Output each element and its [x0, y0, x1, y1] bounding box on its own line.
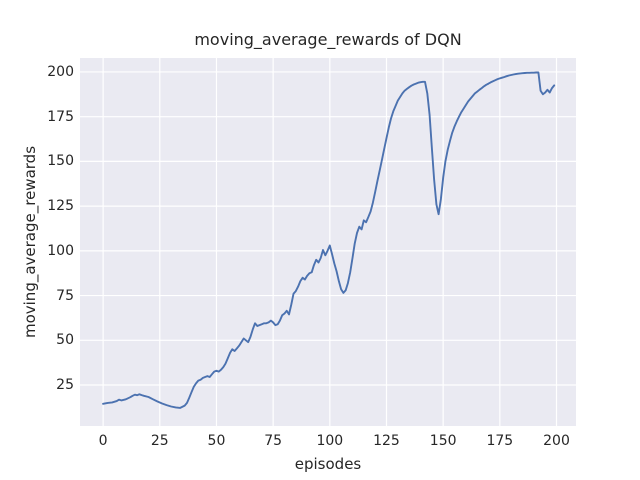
- x-tick-label: 0: [98, 433, 108, 449]
- y-tick-label: 25: [56, 377, 74, 394]
- y-tick-label: 150: [47, 153, 74, 170]
- plot-area: [80, 58, 576, 426]
- y-tick-label: 100: [47, 242, 74, 259]
- x-tick-label: 125: [373, 433, 400, 449]
- y-tick-label: 125: [47, 198, 74, 215]
- x-tick-label: 200: [543, 433, 570, 449]
- y-tick-label: 200: [47, 63, 74, 80]
- y-axis-label: moving_average_rewards: [21, 145, 39, 339]
- x-tick-label: 75: [264, 433, 283, 449]
- x-axis-label: episodes: [294, 455, 362, 473]
- y-tick-label: 50: [56, 332, 74, 349]
- y-tick-label: 175: [47, 108, 74, 125]
- x-tick-label: 100: [316, 433, 344, 449]
- y-tick-label: 75: [56, 287, 74, 304]
- line-series: [102, 71, 556, 409]
- x-tick-label: 25: [150, 433, 169, 449]
- x-tick-label: 150: [429, 433, 457, 449]
- x-tick-label: 175: [486, 433, 514, 449]
- chart-title: moving_average_rewards of DQN: [194, 30, 462, 49]
- x-tick-label: 50: [207, 433, 226, 449]
